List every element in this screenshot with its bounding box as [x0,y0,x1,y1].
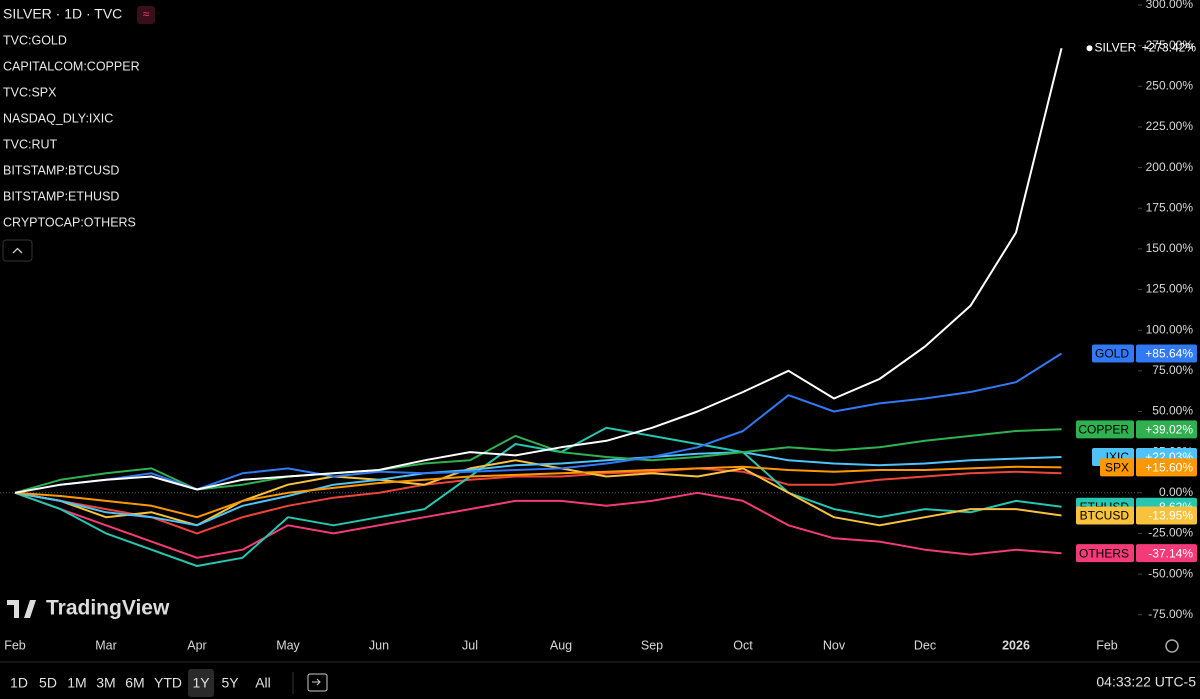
legend-entry: CAPITALCOM:COPPER [3,59,140,73]
legend-entry: NASDAQ_DLY:IXIC [3,111,113,125]
y-tick-label: 175.00% [1146,200,1194,214]
range-button[interactable]: 6M [125,675,144,691]
series-name-label: BTCUSD [1080,509,1130,523]
range-button[interactable]: 5D [39,675,57,691]
settings-icon[interactable] [1165,639,1179,653]
symbol-icon-glyph: ≈ [143,7,150,21]
series-line [14,426,1062,567]
watermark: TradingView [46,597,170,620]
series-line [14,465,1062,519]
range-button[interactable]: All [255,675,271,691]
legend-entry: BITSTAMP:BTCUSD [3,163,119,177]
y-tick-label: 200.00% [1146,160,1194,174]
series-value-badge [1136,506,1197,525]
range-button-active [188,669,214,697]
series-name-label: COPPER [1078,423,1129,437]
x-tick-label: Dec [914,638,936,652]
range-button[interactable]: 3M [96,675,115,691]
y-tick-label: 75.00% [1152,363,1193,377]
date-range-icon[interactable] [307,673,328,692]
legend-entry: BITSTAMP:ETHUSD [3,189,119,203]
series-value-label: -13.95% [1148,509,1193,523]
x-tick-label: May [276,638,300,652]
collapse-caret [12,247,23,254]
series-line [14,467,1062,535]
series-name-badge [1076,420,1134,439]
legend-entry: TVC:SPX [3,85,57,99]
x-tick-label: Oct [733,638,753,652]
series-name-label: OTHERS [1079,546,1129,560]
x-tick-label: Sep [641,638,663,652]
clock: 04:33:22 UTC-5 [1096,674,1196,690]
y-tick-label: 0.00% [1159,485,1193,499]
series-value-badge [1136,420,1197,439]
y-tick-label: 225.00% [1146,119,1194,133]
y-tick-label: 50.00% [1152,404,1193,418]
series-name-label: SPX [1105,461,1129,475]
series-value-label: +273.42% [1142,40,1197,54]
x-tick-label: Feb [1096,638,1118,652]
x-tick-label: 2026 [1002,638,1030,652]
y-tick-label: 300.00% [1146,0,1194,11]
series-name-label: SILVER [1095,40,1137,54]
series-line [14,451,1062,527]
series-line [14,491,1062,559]
calendar-icon [307,673,328,692]
y-tick-label: -75.00% [1148,607,1193,621]
series-value-label: +85.64% [1145,347,1193,361]
y-tick-label: 100.00% [1146,322,1194,336]
x-tick-label: Feb [4,638,26,652]
series-name-badge [1076,506,1134,525]
series-name-badge [1092,344,1134,363]
y-tick-label: 125.00% [1146,282,1194,296]
collapse-button[interactable] [2,239,33,262]
range-button[interactable]: YTD [154,675,182,691]
symbol-icon[interactable] [137,6,155,24]
y-tick-label: 150.00% [1146,241,1194,255]
range-button[interactable]: 1Y [192,675,210,691]
legend-entry: TVC:GOLD [3,33,67,47]
range-button[interactable]: 1M [67,675,86,691]
series-value-badge [1136,344,1197,363]
legend-entry: CRYPTOCAP:OTHERS [3,215,136,229]
series-value-label: -37.14% [1148,546,1193,560]
calendar-arrow [312,678,321,686]
x-tick-label: Apr [187,638,206,652]
series-name-label: GOLD [1095,347,1129,361]
series-value-label: +39.02% [1145,423,1193,437]
series-end-dot [1086,45,1093,52]
legend-entry: TVC:RUT [3,137,58,151]
series-value-label: +15.60% [1145,461,1193,475]
series-value-badge [1136,544,1197,563]
chart-title: SILVER · 1D · TVC [3,6,122,22]
range-button[interactable]: 1D [10,675,28,691]
x-tick-label: Nov [823,638,846,652]
series-value-badge [1136,458,1197,477]
series-line [14,47,1063,494]
y-tick-label: 275.00% [1146,38,1194,52]
range-button[interactable]: 5Y [221,675,239,691]
y-tick-label: 250.00% [1146,78,1194,92]
x-tick-label: Jun [369,638,389,652]
x-tick-label: Mar [95,638,117,652]
x-tick-label: Jul [462,638,478,652]
series-name-badge [1076,544,1134,563]
y-tick-label: -50.00% [1148,566,1193,580]
watermark-logo: TradingView [7,597,170,620]
series-name-badge [1100,458,1134,477]
y-tick-label: -25.00% [1148,526,1193,540]
x-tick-label: Aug [550,638,572,652]
watermark-icon [7,600,36,618]
